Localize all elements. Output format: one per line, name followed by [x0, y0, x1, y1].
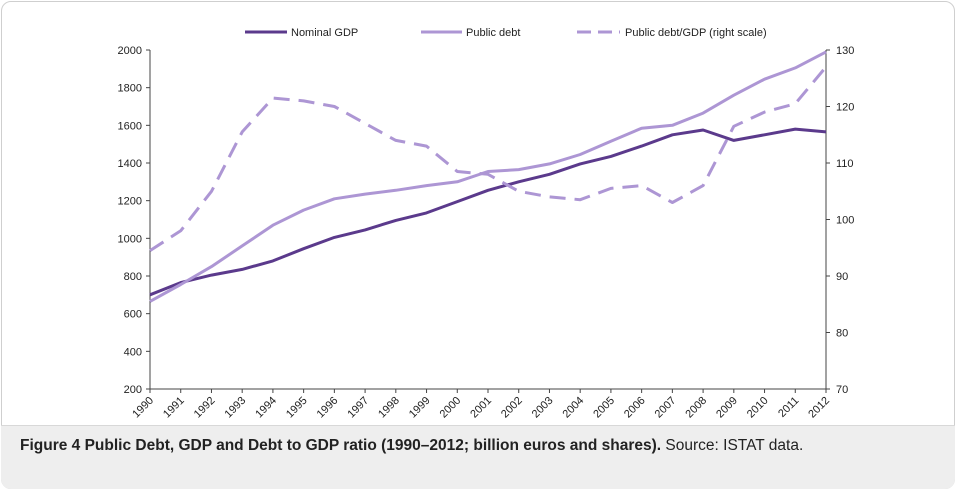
x-tick-label: 1996: [315, 395, 341, 421]
series-line-2: [149, 65, 828, 252]
y-left-tick-label: 1400: [118, 158, 142, 170]
x-tick-label: 1992: [192, 395, 218, 421]
y-left-tick-label: 400: [124, 346, 142, 358]
x-tick-label: 2008: [683, 395, 709, 421]
y-left-tick-label: 1200: [118, 196, 142, 208]
caption-title: Figure 4 Public Debt, GDP and Debt to GD…: [20, 437, 662, 454]
x-tick-label: 2003: [530, 395, 556, 421]
x-tick-label: 2002: [499, 395, 525, 421]
x-tick-label: 1995: [284, 395, 310, 421]
x-tick-label: 2010: [745, 395, 771, 421]
y-left-tick-label: 800: [124, 271, 142, 283]
y-right-tick-label: 90: [836, 271, 848, 283]
x-tick-label: 2007: [653, 395, 679, 421]
y-left-tick-label: 600: [124, 309, 142, 321]
x-tick-label: 2005: [591, 395, 617, 421]
axes: 200 400 600 800 1000 1200 1400 1600 1800 2000 70 80…: [118, 45, 855, 420]
x-tick-label: 2011: [776, 395, 801, 420]
y-right-tick-label: 100: [836, 215, 854, 227]
x-tick-label: 1998: [376, 395, 402, 421]
y-left-tick-label: 2000: [118, 45, 142, 57]
x-tick-label: 1997: [345, 395, 371, 421]
figure-caption: Figure 4 Public Debt, GDP and Debt to GD…: [20, 434, 940, 458]
x-tick-label: 1999: [407, 395, 433, 421]
y-left-tick-label: 200: [124, 384, 142, 396]
legend-label-0: Nominal GDP: [291, 27, 358, 39]
y-right-tick-label: 110: [836, 158, 854, 170]
x-tick-label: 2004: [561, 395, 587, 421]
chart: Nominal GDP Public debt Public debt/GDP (r…: [118, 27, 855, 420]
series-lines: [149, 50, 828, 303]
series-line-1: [149, 50, 827, 303]
caption-source: Source: ISTAT data.: [661, 437, 804, 454]
x-tick-label: 2012: [806, 395, 832, 421]
x-tick-label: 1993: [223, 395, 249, 421]
x-tick-label: 1991: [161, 395, 187, 421]
caption-box: [1, 425, 955, 489]
series-line-0: [149, 127, 827, 297]
x-tick-label: 2006: [622, 395, 648, 421]
x-tick-label: 1994: [253, 395, 279, 421]
x-tick-label: 2001: [468, 395, 494, 421]
y-left-tick-label: 1800: [118, 83, 142, 95]
legend-label-2: Public debt/GDP (right scale): [625, 27, 767, 39]
y-right-tick-label: 120: [836, 102, 854, 114]
y-left-tick-label: 1000: [118, 233, 142, 245]
y-right-tick-label: 80: [836, 328, 848, 340]
legend: Nominal GDP Public debt Public debt/GDP (r…: [245, 27, 767, 39]
legend-label-1: Public debt: [466, 27, 520, 39]
y-right-tick-label: 70: [836, 384, 848, 396]
x-tick-label: 2000: [438, 395, 464, 421]
y-right-tick-label: 130: [836, 45, 854, 57]
x-tick-label: 2009: [714, 395, 740, 421]
x-tick-label: 1990: [130, 395, 156, 421]
y-left-tick-label: 1600: [118, 120, 142, 132]
